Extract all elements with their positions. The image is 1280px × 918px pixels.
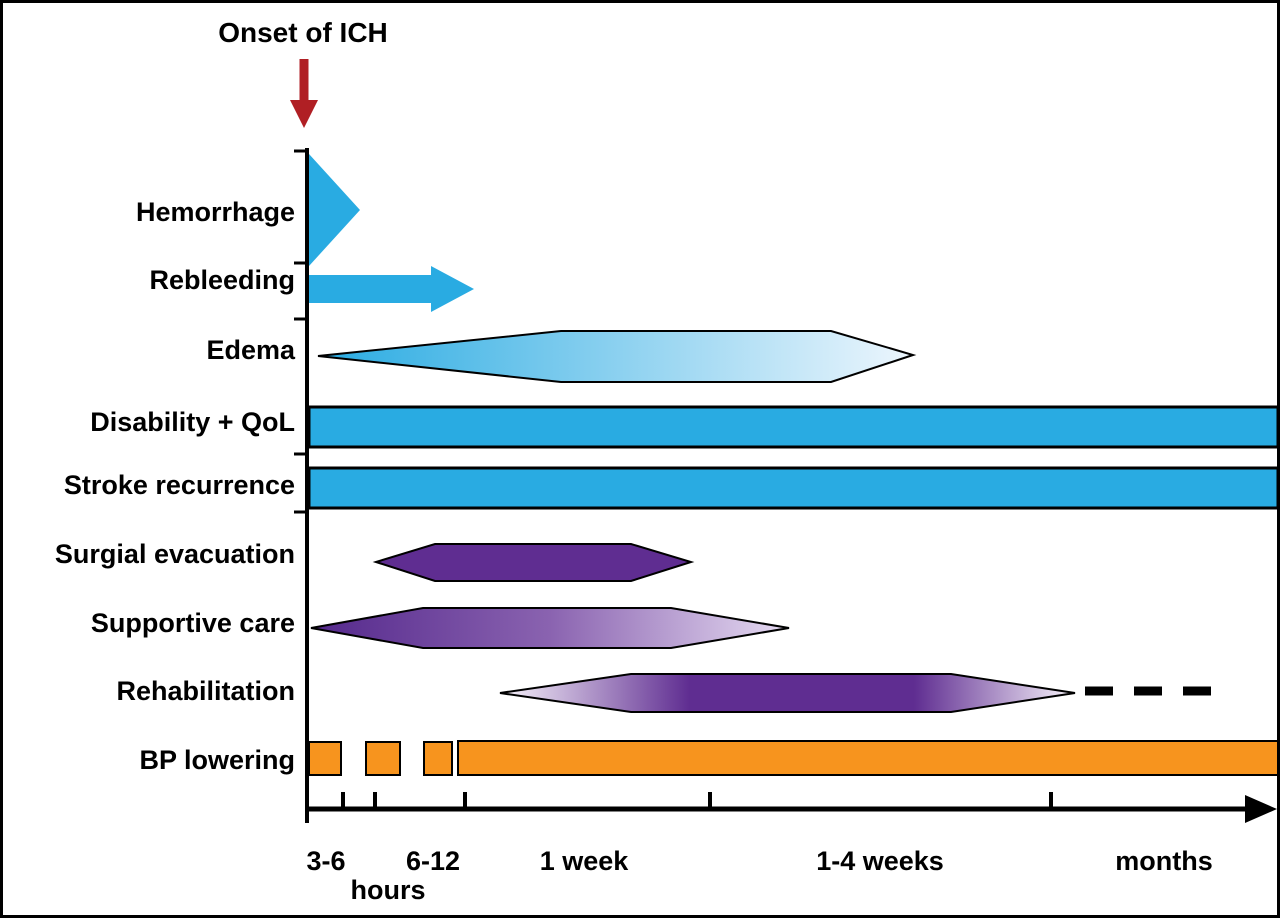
axis-label-1-4-weeks: 1-4 weeks [816,846,944,876]
axis-label-months: months [1115,846,1213,876]
surgical-evacuation-shape [372,543,695,582]
rehabilitation-shape [499,673,1076,713]
bp-lowering-shape [457,740,1277,776]
bp-lowering-shape [308,741,342,776]
row-label-stroke-recurrence: Stroke recurrence [63,470,295,500]
axis-label-6-12: 6-12 [405,846,461,876]
row-label-supportive-care: Supportive care [90,608,295,638]
stroke-recurrence-shape [307,466,1277,510]
hemorrhage-shape [309,154,360,266]
row-label-edema: Edema [206,335,295,365]
row-label-disability-qol: Disability + QoL [90,407,295,437]
onset-label: Onset of ICH [218,17,388,48]
figure-canvas [290,59,1277,823]
edema-shape [317,330,917,383]
row-label-surgical-evacuation: Surgial evacuation [54,539,295,569]
bp-lowering-shape [365,741,401,776]
axis-label-1-week: 1 week [539,846,629,876]
axis-label-3-6: 3-6 [306,846,346,876]
disability-qol-shape [307,405,1277,449]
row-label-rebleeding: Rebleeding [149,265,295,295]
axis-sublabel-hours: hours [350,875,426,905]
row-label-bp-lowering: BP lowering [139,745,295,775]
bp-lowering-shape [423,741,453,776]
onset-arrow-head [290,100,318,128]
time-axis-arrowhead [1245,795,1277,823]
row-label-rehabilitation: Rehabilitation [116,676,295,706]
row-label-hemorrhage: Hemorrhage [135,197,295,227]
supportive-care-shape [310,607,790,649]
rebleeding-shape [309,266,474,312]
